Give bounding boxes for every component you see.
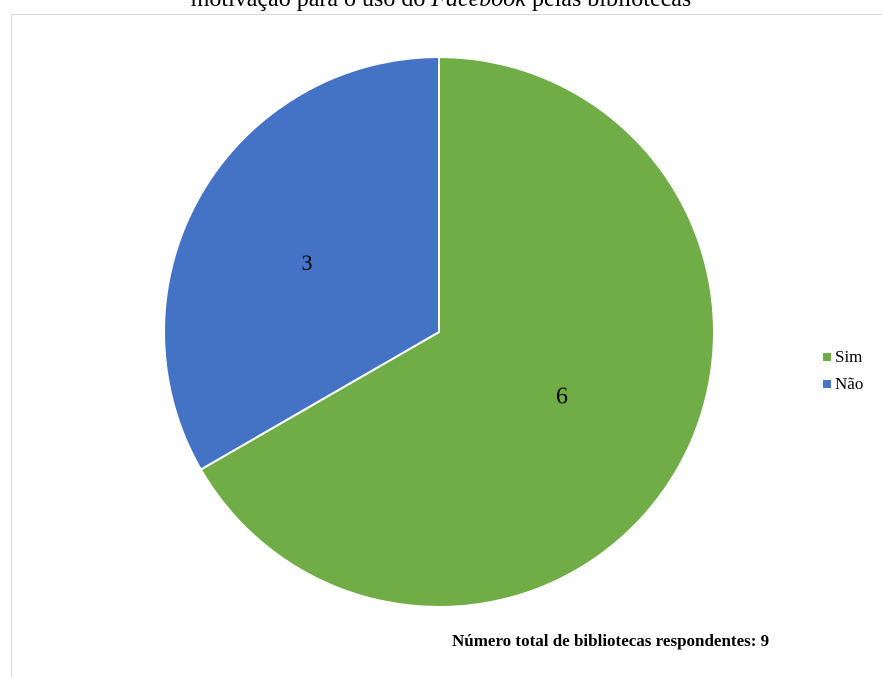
pie-slice-sim (199, 55, 715, 608)
legend-item-sim: Sim (823, 343, 863, 370)
data-label-sim: 6 (556, 384, 568, 410)
title-suffix: pelas bibliotecas (526, 0, 691, 12)
legend-item-nao: Não (823, 370, 863, 397)
title-prefix: motivação para o uso do (191, 0, 432, 12)
legend-swatch-nao (823, 379, 831, 388)
legend-label-nao: Não (835, 374, 864, 393)
title-emphasis: Facebook (431, 0, 526, 12)
footnote: Número total de bibliotecas respondentes… (452, 631, 770, 650)
chart-title: motivação para o uso do Facebook pelas b… (0, 0, 882, 13)
pie-slice-nao (163, 55, 440, 471)
data-label-nao: 3 (302, 250, 313, 275)
legend: Sim Não (823, 343, 863, 397)
legend-label-sim: Sim (835, 347, 863, 366)
chart-area (11, 14, 882, 677)
legend-swatch-sim (823, 352, 831, 361)
